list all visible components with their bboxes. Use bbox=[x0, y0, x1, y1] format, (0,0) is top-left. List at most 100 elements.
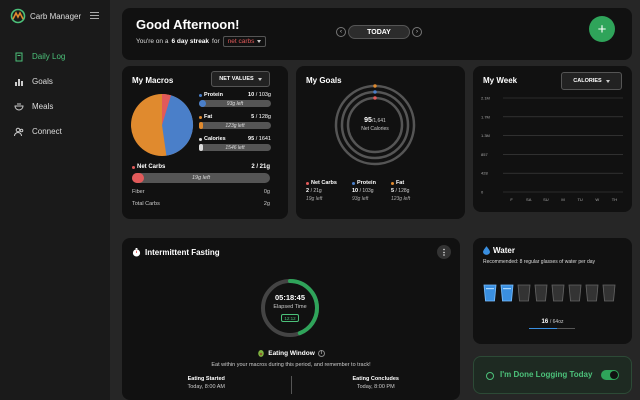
stopwatch-icon bbox=[132, 248, 141, 257]
chevron-down-icon bbox=[257, 77, 262, 81]
eating-concludes: Eating Concludes Today, 8:00 PM bbox=[292, 376, 461, 394]
total-carbs-label: Total Carbs bbox=[132, 201, 160, 207]
net-carbs-section: Net Carbs 2 / 21g 19g left Fiber 0g Total… bbox=[132, 164, 270, 207]
date-navigator: ‹ TODAY › bbox=[336, 25, 422, 39]
sidebar-item-connect[interactable]: Connect bbox=[14, 119, 65, 144]
goal-target: / 103g bbox=[359, 188, 374, 194]
goal-name: Fat bbox=[395, 180, 405, 186]
streak-text: You're on a 6 day streak for net carbs bbox=[136, 36, 267, 47]
fat-dot-icon bbox=[199, 115, 202, 119]
eating-window-description: Eat within your macros during this perio… bbox=[211, 362, 371, 368]
water-glass-empty-icon[interactable] bbox=[551, 284, 565, 302]
goal-target: / 21g bbox=[310, 188, 322, 194]
fasting-progress-ring bbox=[261, 279, 319, 337]
notebook-icon bbox=[15, 52, 23, 61]
sidebar-item-goals[interactable]: Goals bbox=[14, 69, 65, 94]
macros-pie-chart bbox=[131, 93, 194, 156]
water-title-row: Water bbox=[483, 246, 515, 255]
goal-col-protein: Protein 10 / 103g 93g left bbox=[351, 180, 376, 202]
goals-center: 95/1,641 Net Calories bbox=[333, 117, 417, 132]
water-amount-value: 16 bbox=[541, 319, 549, 325]
net-carbs-dot-icon bbox=[306, 181, 309, 185]
water-glass-empty-icon[interactable] bbox=[585, 284, 599, 302]
eating-times: Eating Started Today, 8:00 AM Eating Con… bbox=[122, 376, 460, 394]
x-tick-label: SA bbox=[526, 197, 532, 202]
water-glass-empty-icon[interactable] bbox=[517, 284, 531, 302]
macro-left: 93g left bbox=[226, 100, 244, 107]
macro-progress-fill bbox=[199, 100, 207, 107]
water-drop-icon bbox=[483, 246, 490, 255]
carb-mode-select[interactable]: net carbs bbox=[222, 36, 267, 47]
macro-goal: / 128g bbox=[255, 114, 271, 120]
elapsed-time-label: Elapsed Time bbox=[273, 304, 307, 310]
y-tick-label: 1.7M bbox=[481, 114, 490, 119]
eating-started-value: Today, 8:00 AM bbox=[187, 384, 225, 390]
next-day-button[interactable]: › bbox=[412, 27, 422, 37]
x-tick-label: F bbox=[510, 197, 513, 202]
water-progress-fill bbox=[529, 328, 557, 329]
water-glass-empty-icon[interactable] bbox=[568, 284, 582, 302]
streak-count: 6 day streak bbox=[171, 38, 210, 45]
done-logging-toggle[interactable] bbox=[601, 370, 619, 380]
date-pill[interactable]: TODAY bbox=[348, 25, 410, 39]
hamburger-menu-icon[interactable] bbox=[90, 12, 99, 19]
avocado-icon bbox=[258, 349, 265, 357]
macro-progress-fill bbox=[199, 144, 204, 151]
prev-day-button[interactable]: ‹ bbox=[336, 27, 346, 37]
sidebar-item-label: Goals bbox=[32, 77, 53, 86]
net-values-dropdown[interactable]: NET VALUES bbox=[211, 71, 270, 87]
net-carbs-progress-bar: 19g left bbox=[132, 173, 270, 183]
goal-col-net-carbs: Net Carbs 2 / 21g 19g left bbox=[306, 180, 337, 202]
macro-row-protein: Protein 10 / 103g 93g left bbox=[199, 92, 271, 107]
sidebar-nav: Daily Log Goals Meals Connect bbox=[14, 44, 65, 144]
brand-name: Carb Manager bbox=[30, 11, 82, 21]
fiber-row: Fiber 0g bbox=[132, 189, 270, 195]
water-glass-empty-icon[interactable] bbox=[534, 284, 548, 302]
goal-value: 10 bbox=[351, 188, 359, 194]
macro-name: Calories bbox=[204, 136, 226, 142]
more-options-button[interactable]: ⋮ bbox=[437, 245, 451, 259]
add-food-button[interactable]: + bbox=[589, 16, 615, 42]
protein-dot-icon bbox=[199, 93, 202, 97]
macro-left: 123g left bbox=[225, 122, 245, 129]
week-title: My Week bbox=[483, 76, 518, 85]
brand[interactable]: Carb Manager bbox=[10, 8, 81, 24]
calories-dot-icon bbox=[199, 137, 202, 141]
calories-dropdown[interactable]: CALORIES bbox=[561, 72, 622, 90]
sidebar-item-label: Daily Log bbox=[32, 52, 66, 61]
net-carbs-value: 2 / 21g bbox=[251, 164, 270, 170]
sidebar-item-daily-log[interactable]: Daily Log bbox=[14, 44, 65, 69]
macro-left: 1546 left bbox=[225, 144, 245, 151]
water-glass-filled-icon[interactable] bbox=[483, 284, 497, 302]
goal-name: Net Carbs bbox=[311, 180, 337, 186]
info-icon[interactable]: i bbox=[317, 349, 325, 357]
macro-progress-fill bbox=[199, 122, 203, 129]
goals-rings-chart bbox=[334, 84, 416, 166]
eating-concludes-title: Eating Concludes bbox=[352, 376, 399, 382]
water-glass-filled-icon[interactable] bbox=[500, 284, 514, 302]
water-progress-bar bbox=[529, 328, 575, 329]
sidebar-item-meals[interactable]: Meals bbox=[14, 94, 65, 119]
bowl-icon bbox=[14, 103, 24, 110]
ring-protein-marker bbox=[373, 90, 377, 94]
total-carbs-value: 2g bbox=[263, 201, 270, 207]
goal-left: 123g left bbox=[390, 196, 411, 202]
fasting-center: 05:18:45 Elapsed Time 12:12 bbox=[259, 293, 321, 322]
water-glass-empty-icon[interactable] bbox=[602, 284, 616, 302]
goal-name: Protein bbox=[356, 180, 376, 186]
calories-label: CALORIES bbox=[573, 78, 602, 84]
fasting-schedule-chip[interactable]: 12:12 bbox=[281, 314, 299, 322]
goals-title: My Goals bbox=[306, 76, 342, 85]
macro-progress-bar: 123g left bbox=[199, 122, 271, 129]
goal-value: 5 bbox=[390, 188, 394, 194]
net-values-label: NET VALUES bbox=[219, 76, 254, 82]
eating-window-row: Eating Window i bbox=[122, 349, 460, 357]
net-carbs-left: 19g left bbox=[191, 175, 211, 181]
eating-concludes-value: Today, 8:00 PM bbox=[356, 384, 395, 390]
check-circle-icon bbox=[486, 372, 494, 380]
eating-window-title: Eating Window bbox=[268, 349, 315, 357]
net-carbs-name: Net Carbs bbox=[137, 164, 166, 170]
goal-target: / 128g bbox=[395, 188, 410, 194]
y-tick-label: 857 bbox=[481, 152, 488, 157]
net-calories-goal: /1,641 bbox=[371, 118, 386, 124]
